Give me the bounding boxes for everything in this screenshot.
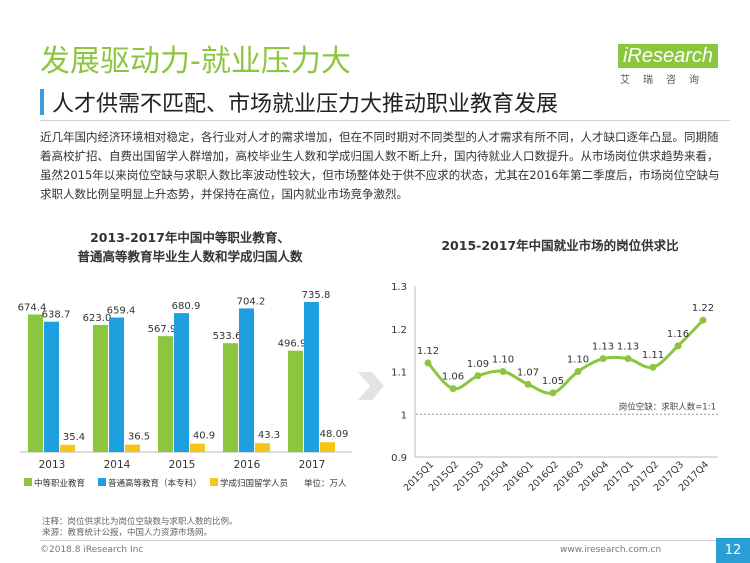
copyright-text: ©2018.8 iResearch Inc — [40, 545, 144, 555]
bar-2013-2 — [44, 321, 59, 452]
ratio-value-label: 1.22 — [692, 303, 714, 314]
ratio-value-label: 1.10 — [567, 355, 589, 366]
ratio-point — [699, 316, 707, 324]
ratio-value-label: 1.16 — [667, 329, 689, 340]
bar-2016-3 — [255, 443, 270, 452]
divider — [40, 120, 730, 121]
ratio-point — [499, 368, 507, 375]
legend-label: 中等职业教育 — [34, 478, 85, 489]
bar-value-label: 567.9 — [148, 324, 177, 335]
bar-2013-1 — [28, 314, 43, 452]
ratio-point — [674, 342, 682, 350]
bar-value-label: 638.7 — [42, 310, 71, 321]
ratio-point — [599, 355, 607, 363]
bar-value-label: 43.3 — [258, 430, 280, 441]
ratio-value-label: 1.05 — [542, 376, 564, 387]
legend-swatch — [210, 478, 218, 486]
bar-2015-2 — [174, 313, 189, 452]
ratio-value-label: 1.09 — [467, 359, 489, 370]
ratio-point — [549, 389, 557, 397]
bar-2017-3 — [320, 442, 335, 452]
bar-value-label: 36.5 — [128, 432, 150, 443]
page-title: 发展驱动力-就业压力大 — [40, 44, 351, 79]
bar-value-label: 533.6 — [213, 331, 242, 342]
reference-line-label: 岗位空缺：求职人数=1:1 — [619, 401, 716, 412]
legend-label: 学成归国留学人员 — [220, 478, 288, 489]
page-subtitle: 人才供需不匹配、市场就业压力大推动职业教育发展 — [52, 92, 559, 117]
logo: iResearch — [622, 45, 714, 67]
bar-chart-legend: 中等职业教育 普通高等教育（本专科） 学成归国留学人员 单位：万人 — [24, 478, 347, 489]
bar-value-label: 704.2 — [237, 296, 266, 307]
bar-value-label: 35.4 — [63, 432, 85, 443]
ratio-point — [474, 372, 482, 380]
bar-category-label: 2013 — [39, 459, 66, 471]
bar-value-label: 623.0 — [83, 313, 112, 324]
bar-2014-2 — [109, 317, 124, 452]
ratio-value-label: 1.11 — [642, 350, 664, 361]
bar-category-label: 2017 — [299, 459, 326, 471]
bar-value-label: 735.8 — [302, 290, 331, 301]
bar-value-label: 659.4 — [107, 306, 136, 317]
subtitle-accent-bar — [40, 89, 44, 115]
bar-chart-title-line2: 普通高等教育毕业生人数和学成归国人数 — [77, 249, 303, 264]
logo-box — [618, 44, 718, 68]
bar-2016-2 — [239, 308, 254, 452]
chart-note: 注释：岗位供求比为岗位空缺数与求职人数的比例。 — [42, 516, 238, 527]
bar-2017-1 — [288, 350, 303, 452]
ratio-point — [449, 385, 457, 393]
y-tick-label: 1.1 — [391, 368, 407, 379]
page-number: 12 — [716, 538, 750, 563]
bar-chart-title-line1: 2013-2017年中国中等职业教育、 — [90, 230, 290, 245]
legend-label: 普通高等教育（本专科） — [108, 478, 202, 489]
y-tick-label: 1.3 — [391, 282, 407, 293]
logo-subtitle: 艾瑞咨询 — [620, 75, 712, 86]
bar-value-label: 48.09 — [320, 429, 349, 440]
bar-category-label: 2014 — [104, 459, 131, 471]
y-tick-label: 0.9 — [391, 453, 407, 464]
bar-2015-3 — [190, 443, 205, 452]
bar-value-label: 40.9 — [193, 431, 215, 442]
ratio-point — [574, 368, 582, 375]
bar-value-label: 674.4 — [18, 302, 47, 313]
unit-label: 单位：万人 — [304, 478, 347, 489]
ratio-value-label: 1.06 — [442, 372, 464, 383]
body-paragraph: 近几年国内经济环境相对稳定，各行业对人才的需求增加，但在不同时期对不同类型的人才… — [40, 130, 720, 201]
transition-arrow-icon — [358, 372, 384, 400]
bar-category-label: 2016 — [234, 459, 261, 471]
chart-source: 来源：教育统计公报，中国人力资源市场网。 — [42, 527, 212, 538]
bar-2013-3 — [60, 444, 75, 452]
y-tick-label: 1 — [401, 410, 407, 421]
bar-2016-1 — [223, 343, 238, 452]
bar-2014-1 — [93, 324, 108, 452]
bar-2015-1 — [158, 336, 173, 452]
ratio-point — [424, 359, 432, 367]
ratio-point — [524, 380, 532, 388]
bar-category-label: 2015 — [169, 459, 196, 471]
footer-divider — [40, 540, 730, 541]
bar-2014-3 — [125, 444, 140, 452]
ratio-value-label: 1.12 — [417, 346, 439, 357]
bar-value-label: 680.9 — [172, 301, 201, 312]
bar-2017-2 — [304, 301, 319, 452]
line-chart-title: 2015-2017年中国就业市场的岗位供求比 — [441, 238, 679, 253]
ratio-value-label: 1.13 — [617, 342, 639, 353]
ratio-value-label: 1.07 — [517, 367, 539, 378]
ratio-point — [649, 363, 657, 371]
legend-swatch — [24, 478, 32, 486]
website-link[interactable]: www.iresearch.com.cn — [560, 545, 662, 555]
legend-swatch — [98, 478, 106, 486]
y-tick-label: 1.2 — [391, 325, 407, 336]
bar-value-label: 496.9 — [278, 339, 307, 350]
line-chart-marks: 1.31.21.110.9岗位空缺：求职人数=1:11.122015Q11.06… — [391, 282, 718, 494]
ratio-point — [624, 355, 632, 363]
ratio-value-label: 1.10 — [492, 355, 514, 366]
ratio-value-label: 1.13 — [592, 342, 614, 353]
